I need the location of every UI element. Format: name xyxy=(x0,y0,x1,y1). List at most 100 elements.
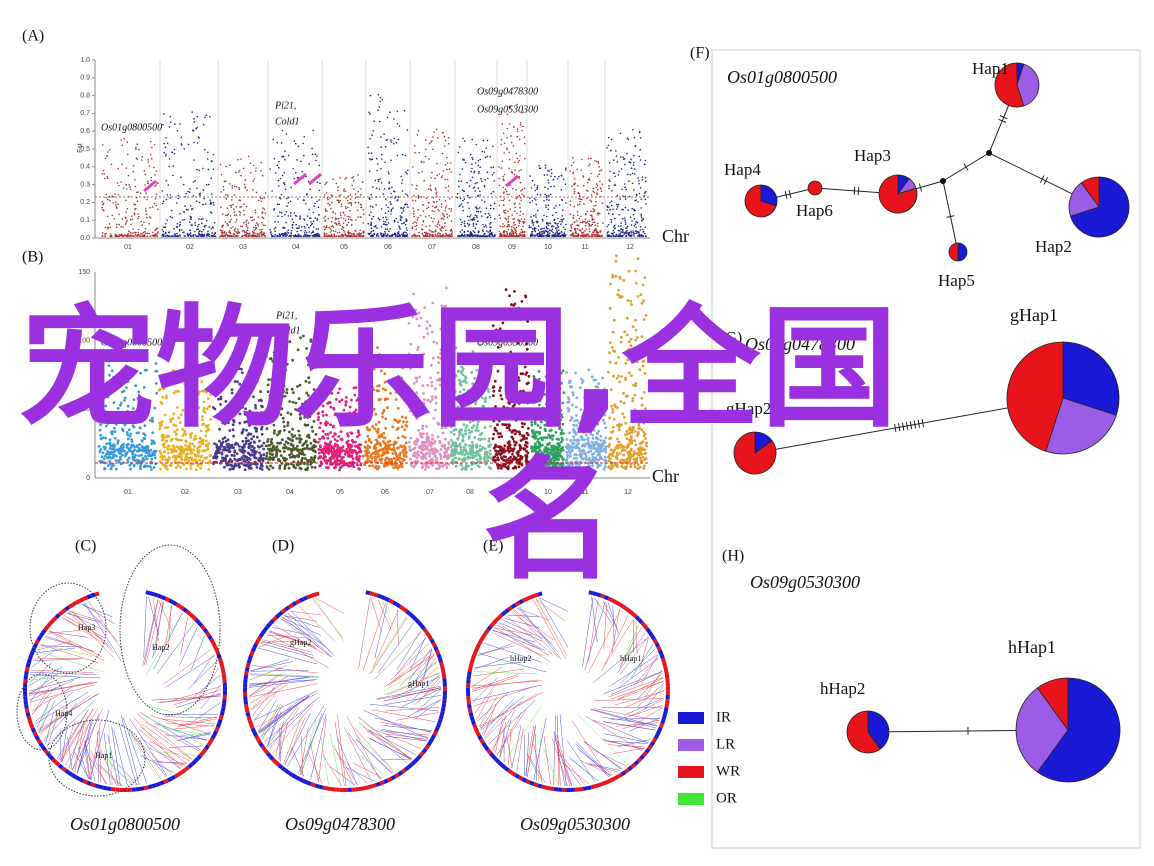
snp-point xyxy=(464,235,466,237)
snp-point xyxy=(203,226,206,228)
snp-point xyxy=(259,390,262,393)
snp-point xyxy=(551,234,554,236)
snp-point xyxy=(414,221,416,223)
snp-point xyxy=(383,436,387,440)
snp-point xyxy=(258,445,261,449)
snp-point xyxy=(278,160,280,163)
snp-point xyxy=(339,446,343,450)
snp-point xyxy=(324,233,326,235)
snp-point xyxy=(289,443,293,447)
snp-point xyxy=(578,197,580,200)
snp-point xyxy=(135,431,139,435)
snp-point xyxy=(459,204,462,207)
snp-point xyxy=(513,173,516,176)
snp-point xyxy=(302,334,305,338)
snp-point xyxy=(190,218,192,220)
snp-point xyxy=(223,447,227,451)
snp-point xyxy=(203,197,205,200)
snp-point xyxy=(502,225,504,228)
snp-point xyxy=(330,233,333,236)
snp-point xyxy=(253,413,257,416)
snp-point xyxy=(432,201,435,203)
snp-point xyxy=(360,232,363,235)
snp-point xyxy=(121,218,124,220)
snp-point xyxy=(555,235,557,237)
snp-point xyxy=(136,200,139,202)
snp-point xyxy=(223,465,226,469)
snp-point xyxy=(528,226,530,229)
snp-point xyxy=(143,464,147,468)
snp-point xyxy=(110,444,113,448)
snp-point xyxy=(376,431,380,434)
snp-point xyxy=(624,183,626,185)
snp-point xyxy=(592,190,594,193)
snp-point xyxy=(305,391,309,395)
snp-point xyxy=(207,424,210,427)
snp-point xyxy=(350,451,354,455)
snp-point xyxy=(601,202,604,204)
snp-point xyxy=(635,232,638,234)
snp-point xyxy=(287,430,291,434)
snp-point xyxy=(317,233,320,235)
snp-point xyxy=(491,233,493,236)
snp-point xyxy=(299,235,302,237)
snp-point xyxy=(571,223,573,225)
snp-point xyxy=(509,208,512,210)
snp-point xyxy=(404,223,407,226)
snp-point xyxy=(272,354,276,357)
snp-point xyxy=(601,183,604,185)
snp-point xyxy=(513,227,515,229)
snp-point xyxy=(154,174,156,176)
snp-point xyxy=(136,191,138,194)
snp-point xyxy=(311,147,313,150)
snp-point xyxy=(222,185,225,188)
snp-point xyxy=(572,217,575,220)
snp-point xyxy=(202,189,205,191)
snp-point xyxy=(189,467,193,470)
snp-point xyxy=(466,235,468,237)
snp-point xyxy=(368,437,371,441)
snp-point xyxy=(388,172,390,175)
snp-point xyxy=(178,225,181,227)
snp-point xyxy=(488,235,490,237)
snp-point xyxy=(119,401,123,405)
snp-point xyxy=(508,167,511,170)
snp-point xyxy=(473,170,476,173)
snp-point xyxy=(644,198,647,201)
snp-point xyxy=(500,143,503,146)
snp-point xyxy=(608,162,611,164)
snp-point xyxy=(285,221,287,224)
snp-point xyxy=(331,217,334,219)
snp-point xyxy=(169,194,172,196)
snp-point xyxy=(104,391,107,395)
snp-point xyxy=(430,141,432,144)
snp-point xyxy=(266,447,270,451)
snp-point xyxy=(283,443,286,447)
snp-point xyxy=(257,235,259,237)
snp-point xyxy=(437,208,439,211)
snp-point xyxy=(291,444,295,448)
snp-point xyxy=(358,232,360,234)
snp-point xyxy=(292,391,295,394)
snp-point xyxy=(143,170,146,172)
snp-point xyxy=(182,448,186,452)
snp-point xyxy=(450,232,453,235)
snp-point xyxy=(255,235,257,237)
snp-point xyxy=(641,176,644,178)
snp-point xyxy=(331,452,335,456)
snp-point xyxy=(514,235,517,237)
snp-point xyxy=(507,210,509,213)
snp-point xyxy=(113,436,117,440)
snp-point xyxy=(237,235,239,237)
snp-point xyxy=(437,232,440,234)
snp-point xyxy=(354,193,357,195)
snp-point xyxy=(449,162,452,164)
snp-point xyxy=(314,202,316,205)
snp-point xyxy=(241,235,244,237)
snp-point xyxy=(541,232,544,235)
snp-point xyxy=(616,194,619,197)
snp-point xyxy=(436,226,439,228)
snp-point xyxy=(307,376,311,380)
snp-point xyxy=(516,212,518,215)
snp-point xyxy=(165,179,168,182)
